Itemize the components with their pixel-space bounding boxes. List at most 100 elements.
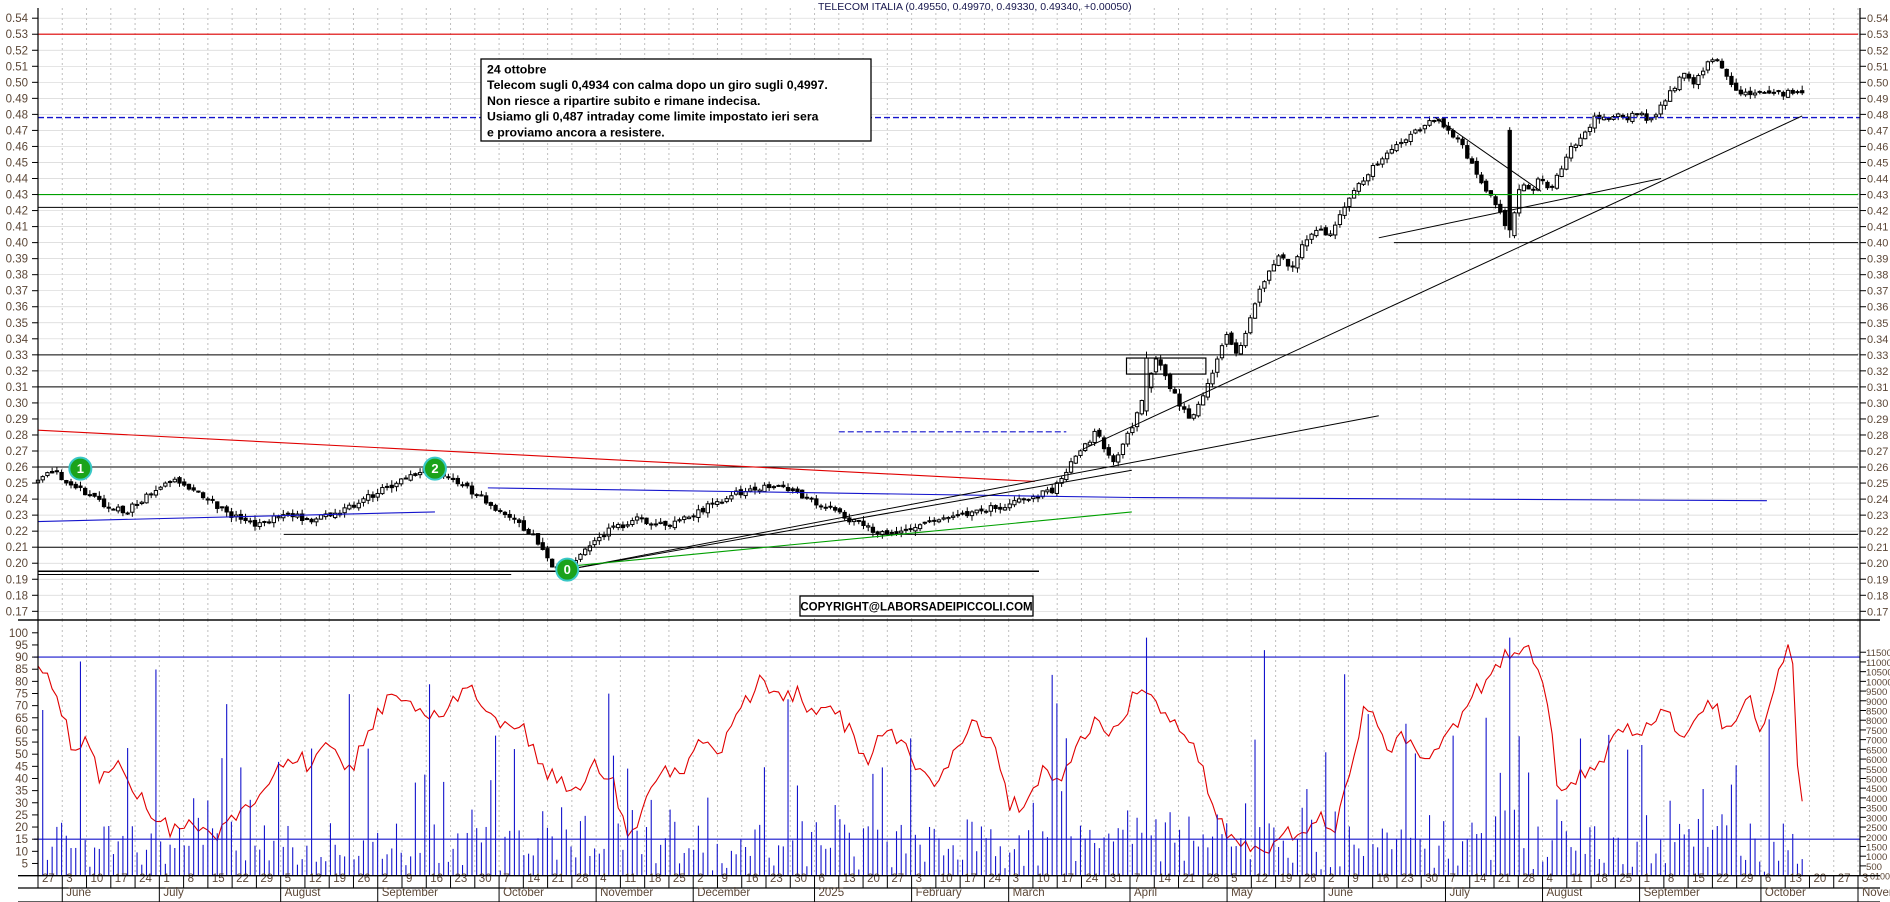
svg-text:0.53: 0.53 — [6, 29, 28, 41]
svg-text:28: 28 — [576, 873, 589, 885]
svg-text:35: 35 — [15, 786, 28, 798]
svg-text:28: 28 — [1522, 873, 1535, 885]
svg-text:1500: 1500 — [1866, 842, 1887, 853]
svg-text:11500: 11500 — [1866, 648, 1890, 659]
svg-text:8: 8 — [188, 873, 194, 885]
svg-text:2: 2 — [382, 873, 388, 885]
svg-text:0.50: 0.50 — [1867, 77, 1888, 89]
svg-text:6: 6 — [819, 873, 825, 885]
svg-text:0.41: 0.41 — [6, 222, 28, 234]
svg-text:0.54: 0.54 — [1867, 13, 1888, 25]
svg-text:21: 21 — [552, 873, 565, 885]
svg-text:November: November — [600, 887, 653, 899]
svg-text:85: 85 — [15, 664, 28, 676]
svg-text:2: 2 — [431, 461, 438, 476]
svg-text:23: 23 — [770, 873, 783, 885]
svg-text:16: 16 — [430, 873, 443, 885]
svg-text:27: 27 — [891, 873, 904, 885]
svg-text:9: 9 — [721, 873, 727, 885]
svg-text:0.48: 0.48 — [1867, 109, 1888, 121]
svg-text:September: September — [1644, 887, 1700, 899]
svg-text:14: 14 — [1158, 873, 1171, 885]
svg-text:0.30: 0.30 — [6, 398, 28, 410]
svg-text:0.31: 0.31 — [1867, 382, 1888, 394]
svg-text:0: 0 — [564, 562, 571, 577]
svg-text:0.22: 0.22 — [6, 526, 28, 538]
svg-text:65: 65 — [15, 713, 28, 725]
svg-text:3: 3 — [916, 873, 922, 885]
svg-text:70: 70 — [15, 701, 28, 713]
svg-text:26: 26 — [1304, 873, 1317, 885]
svg-text:18: 18 — [1595, 873, 1608, 885]
svg-text:0.18: 0.18 — [1867, 590, 1888, 602]
svg-text:31: 31 — [1110, 873, 1123, 885]
svg-text:5: 5 — [285, 873, 291, 885]
svg-text:10: 10 — [91, 873, 104, 885]
svg-text:3500: 3500 — [1866, 804, 1887, 815]
svg-text:0.35: 0.35 — [1867, 318, 1888, 330]
svg-text:0.51: 0.51 — [6, 61, 28, 73]
svg-text:0.45: 0.45 — [6, 157, 28, 169]
svg-text:February: February — [916, 887, 962, 899]
svg-text:0.34: 0.34 — [1867, 334, 1888, 346]
svg-text:23: 23 — [1401, 873, 1414, 885]
svg-text:2000: 2000 — [1866, 833, 1887, 844]
svg-text:0.32: 0.32 — [6, 366, 28, 378]
svg-text:15: 15 — [212, 873, 225, 885]
svg-text:0.17: 0.17 — [6, 606, 28, 618]
svg-text:29: 29 — [1741, 873, 1754, 885]
svg-text:e proviamo ancora a resistere.: e proviamo ancora a resistere. — [487, 125, 665, 139]
svg-text:0.29: 0.29 — [1867, 414, 1888, 426]
svg-text:30: 30 — [794, 873, 807, 885]
svg-text:8000: 8000 — [1866, 716, 1887, 727]
svg-text:7500: 7500 — [1866, 726, 1887, 737]
svg-text:TELECOM ITALIA (0.49550, 0.499: TELECOM ITALIA (0.49550, 0.49970, 0.4933… — [818, 1, 1132, 13]
svg-text:25: 25 — [673, 873, 686, 885]
svg-text:80: 80 — [15, 676, 28, 688]
svg-text:1: 1 — [163, 873, 169, 885]
svg-text:1: 1 — [77, 461, 84, 476]
svg-text:4500: 4500 — [1866, 784, 1887, 795]
svg-text:0.19: 0.19 — [6, 574, 28, 586]
svg-text:0.28: 0.28 — [6, 430, 28, 442]
svg-text:100: 100 — [9, 628, 28, 640]
svg-text:5000: 5000 — [1866, 774, 1887, 785]
svg-text:0.51: 0.51 — [1867, 61, 1888, 73]
svg-text:30: 30 — [15, 798, 28, 810]
svg-text:Usiamo gli 0,487 intraday come: Usiamo gli 0,487 intraday come limite im… — [487, 110, 819, 124]
svg-text:4000: 4000 — [1866, 794, 1887, 805]
svg-text:2: 2 — [1328, 873, 1334, 885]
svg-text:0.28: 0.28 — [1867, 430, 1888, 442]
svg-text:20: 20 — [867, 873, 880, 885]
svg-text:0.46: 0.46 — [1867, 141, 1888, 153]
svg-text:0.43: 0.43 — [6, 190, 28, 202]
svg-text:55: 55 — [15, 737, 28, 749]
svg-text:June: June — [1328, 887, 1353, 899]
svg-text:April: April — [1134, 887, 1157, 899]
svg-text:2025: 2025 — [819, 887, 845, 899]
svg-text:20: 20 — [1813, 873, 1826, 885]
svg-text:10000: 10000 — [1866, 677, 1890, 688]
svg-text:8500: 8500 — [1866, 707, 1887, 718]
svg-text:September: September — [382, 887, 438, 899]
svg-text:19: 19 — [333, 873, 346, 885]
svg-text:0.47: 0.47 — [1867, 125, 1888, 137]
svg-text:7: 7 — [1134, 873, 1140, 885]
svg-text:12: 12 — [309, 873, 322, 885]
svg-text:19: 19 — [1280, 873, 1293, 885]
svg-text:1: 1 — [1644, 873, 1650, 885]
svg-text:3: 3 — [66, 873, 72, 885]
svg-text:0100000: 0100000 — [1870, 872, 1890, 882]
svg-text:40: 40 — [15, 773, 28, 785]
svg-text:0.47: 0.47 — [6, 125, 28, 137]
svg-text:25: 25 — [15, 810, 28, 822]
svg-text:10: 10 — [15, 846, 28, 858]
svg-text:0.27: 0.27 — [1867, 446, 1888, 458]
svg-text:7: 7 — [503, 873, 509, 885]
svg-text:14: 14 — [527, 873, 540, 885]
svg-text:0.17: 0.17 — [1867, 606, 1888, 618]
svg-text:0.35: 0.35 — [6, 318, 28, 330]
svg-text:0.22: 0.22 — [1867, 526, 1888, 538]
svg-text:12: 12 — [1255, 873, 1268, 885]
svg-text:4: 4 — [600, 873, 607, 885]
